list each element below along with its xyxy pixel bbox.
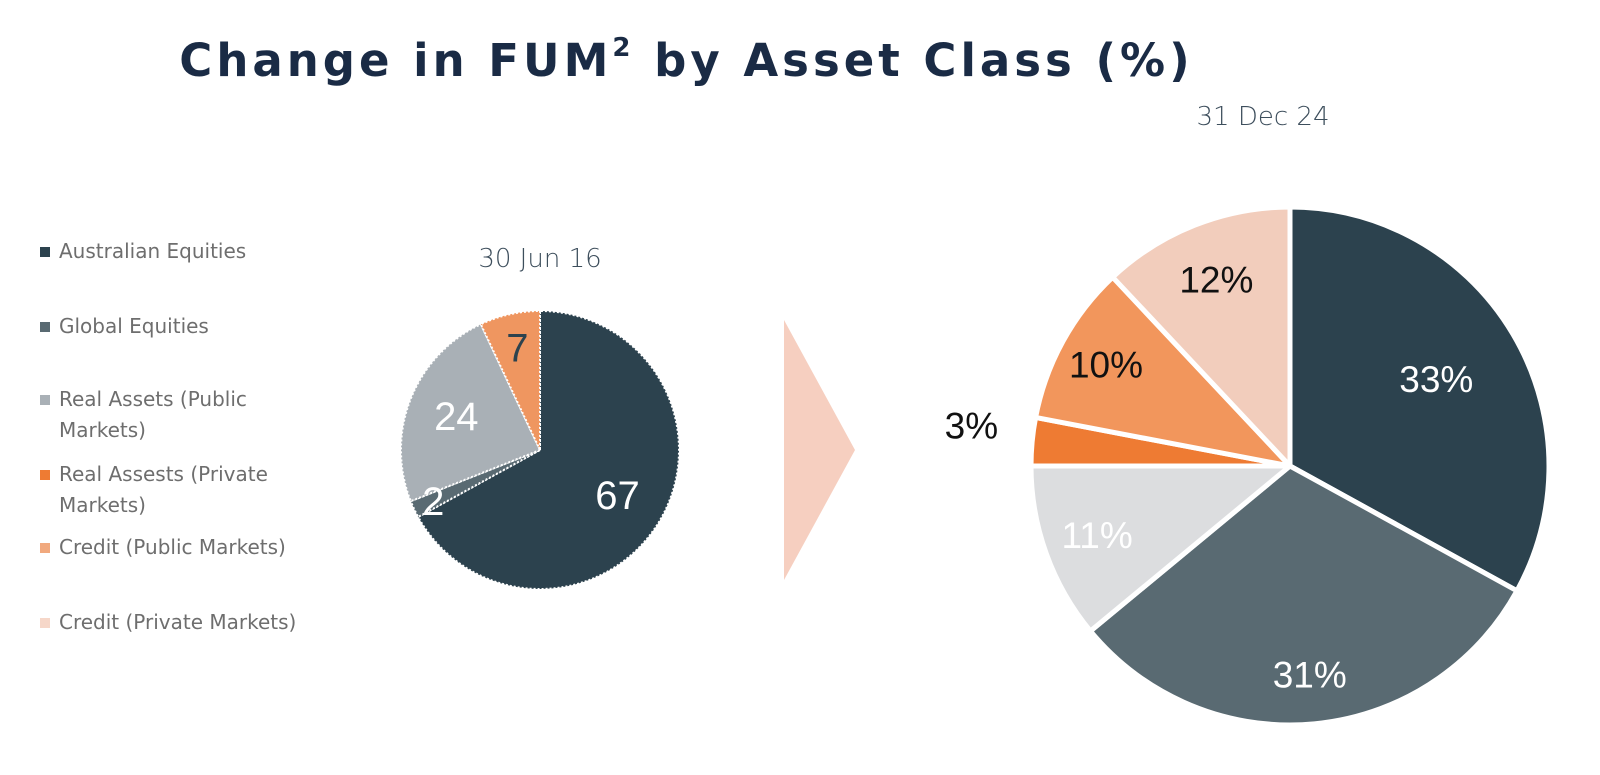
title-main: Change in FUM: [179, 34, 613, 87]
legend-label: Global Equities: [59, 314, 209, 338]
legend-label: Real Assests (Private Markets): [59, 462, 268, 517]
pie-slice-credit-private-markets: [1110, 204, 1293, 469]
pie-label-australian-equities: 67: [595, 474, 640, 518]
pie-label-global-equities: 2: [422, 480, 444, 524]
legend-swatch: [40, 543, 50, 553]
pie-slice-real-assets-public-markets: [1028, 463, 1293, 634]
pie-slice-global-equities: [409, 449, 541, 518]
legend-label: Credit (Private Markets): [59, 610, 297, 634]
pie-label-credit-public-markets: 7: [506, 327, 528, 371]
pie-slice-australian-equities: [1287, 204, 1552, 594]
pie-label-global-equities: 31%: [1273, 655, 1347, 696]
pie-label-credit-public-markets: 10%: [1069, 344, 1143, 385]
legend-swatch: [40, 322, 50, 332]
pie-label-real-assets-public-markets: 11%: [1061, 515, 1132, 556]
pie-title-2024: 31 Dec 24: [1196, 102, 1329, 132]
legend-item-global-equities: Global Equities: [40, 311, 360, 342]
pie-slice-credit-public-markets: [1033, 274, 1293, 469]
legend-item-real-assets-private: Real Assests (Private Markets): [40, 459, 300, 521]
pie-title-2016: 30 Jun 16: [478, 244, 601, 274]
legend-item-credit-public: Credit (Public Markets): [40, 532, 360, 563]
legend-swatch: [40, 470, 50, 480]
title-superscript: 2: [612, 33, 635, 63]
legend-item-real-assets-public: Real Assets (Public Markets): [40, 384, 285, 446]
pie-chart-2024: 31 Dec 24 33% 31% 11% 3% 10% 12%: [945, 102, 1552, 728]
pie-slice-global-equities: [1087, 463, 1520, 728]
legend-label: Real Assets (Public Markets): [59, 387, 247, 442]
legend-label: Australian Equities: [59, 239, 247, 263]
pie-label-real-assets-public-markets: 24: [434, 395, 479, 439]
pie-slice-real-assets-public-markets: [400, 323, 541, 503]
legend-swatch: [40, 247, 50, 257]
legend-label: Credit (Public Markets): [59, 535, 286, 559]
legend-swatch: [40, 395, 50, 405]
pie-label-real-assests-private-markets: 3%: [945, 405, 998, 446]
legend-item-australian-equities: Australian Equities: [40, 236, 360, 267]
title-suffix: by Asset Class (%): [634, 34, 1194, 87]
pie-label-credit-private-markets: 12%: [1179, 260, 1253, 301]
chart-title: Change in FUM2 by Asset Class (%): [0, 33, 1373, 87]
pie-slice-australian-equities: [417, 310, 680, 590]
transition-arrow: [784, 320, 855, 580]
pie-label-australian-equities: 33%: [1399, 359, 1473, 400]
pie-chart-2016: 30 Jun 16 67 2 24 7: [400, 244, 680, 590]
pie-slice-credit-public-markets: [479, 310, 541, 451]
legend-swatch: [40, 618, 50, 628]
legend-item-credit-private: Credit (Private Markets): [40, 607, 360, 638]
